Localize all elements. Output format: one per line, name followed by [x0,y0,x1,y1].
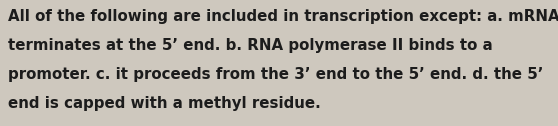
Text: end is capped with a methyl residue.: end is capped with a methyl residue. [8,96,320,111]
Text: terminates at the 5’ end. b. RNA polymerase II binds to a: terminates at the 5’ end. b. RNA polymer… [8,38,493,53]
Text: All of the following are included in transcription except: a. mRNA: All of the following are included in tra… [8,9,558,24]
Text: promoter. c. it proceeds from the 3’ end to the 5’ end. d. the 5’: promoter. c. it proceeds from the 3’ end… [8,67,543,82]
